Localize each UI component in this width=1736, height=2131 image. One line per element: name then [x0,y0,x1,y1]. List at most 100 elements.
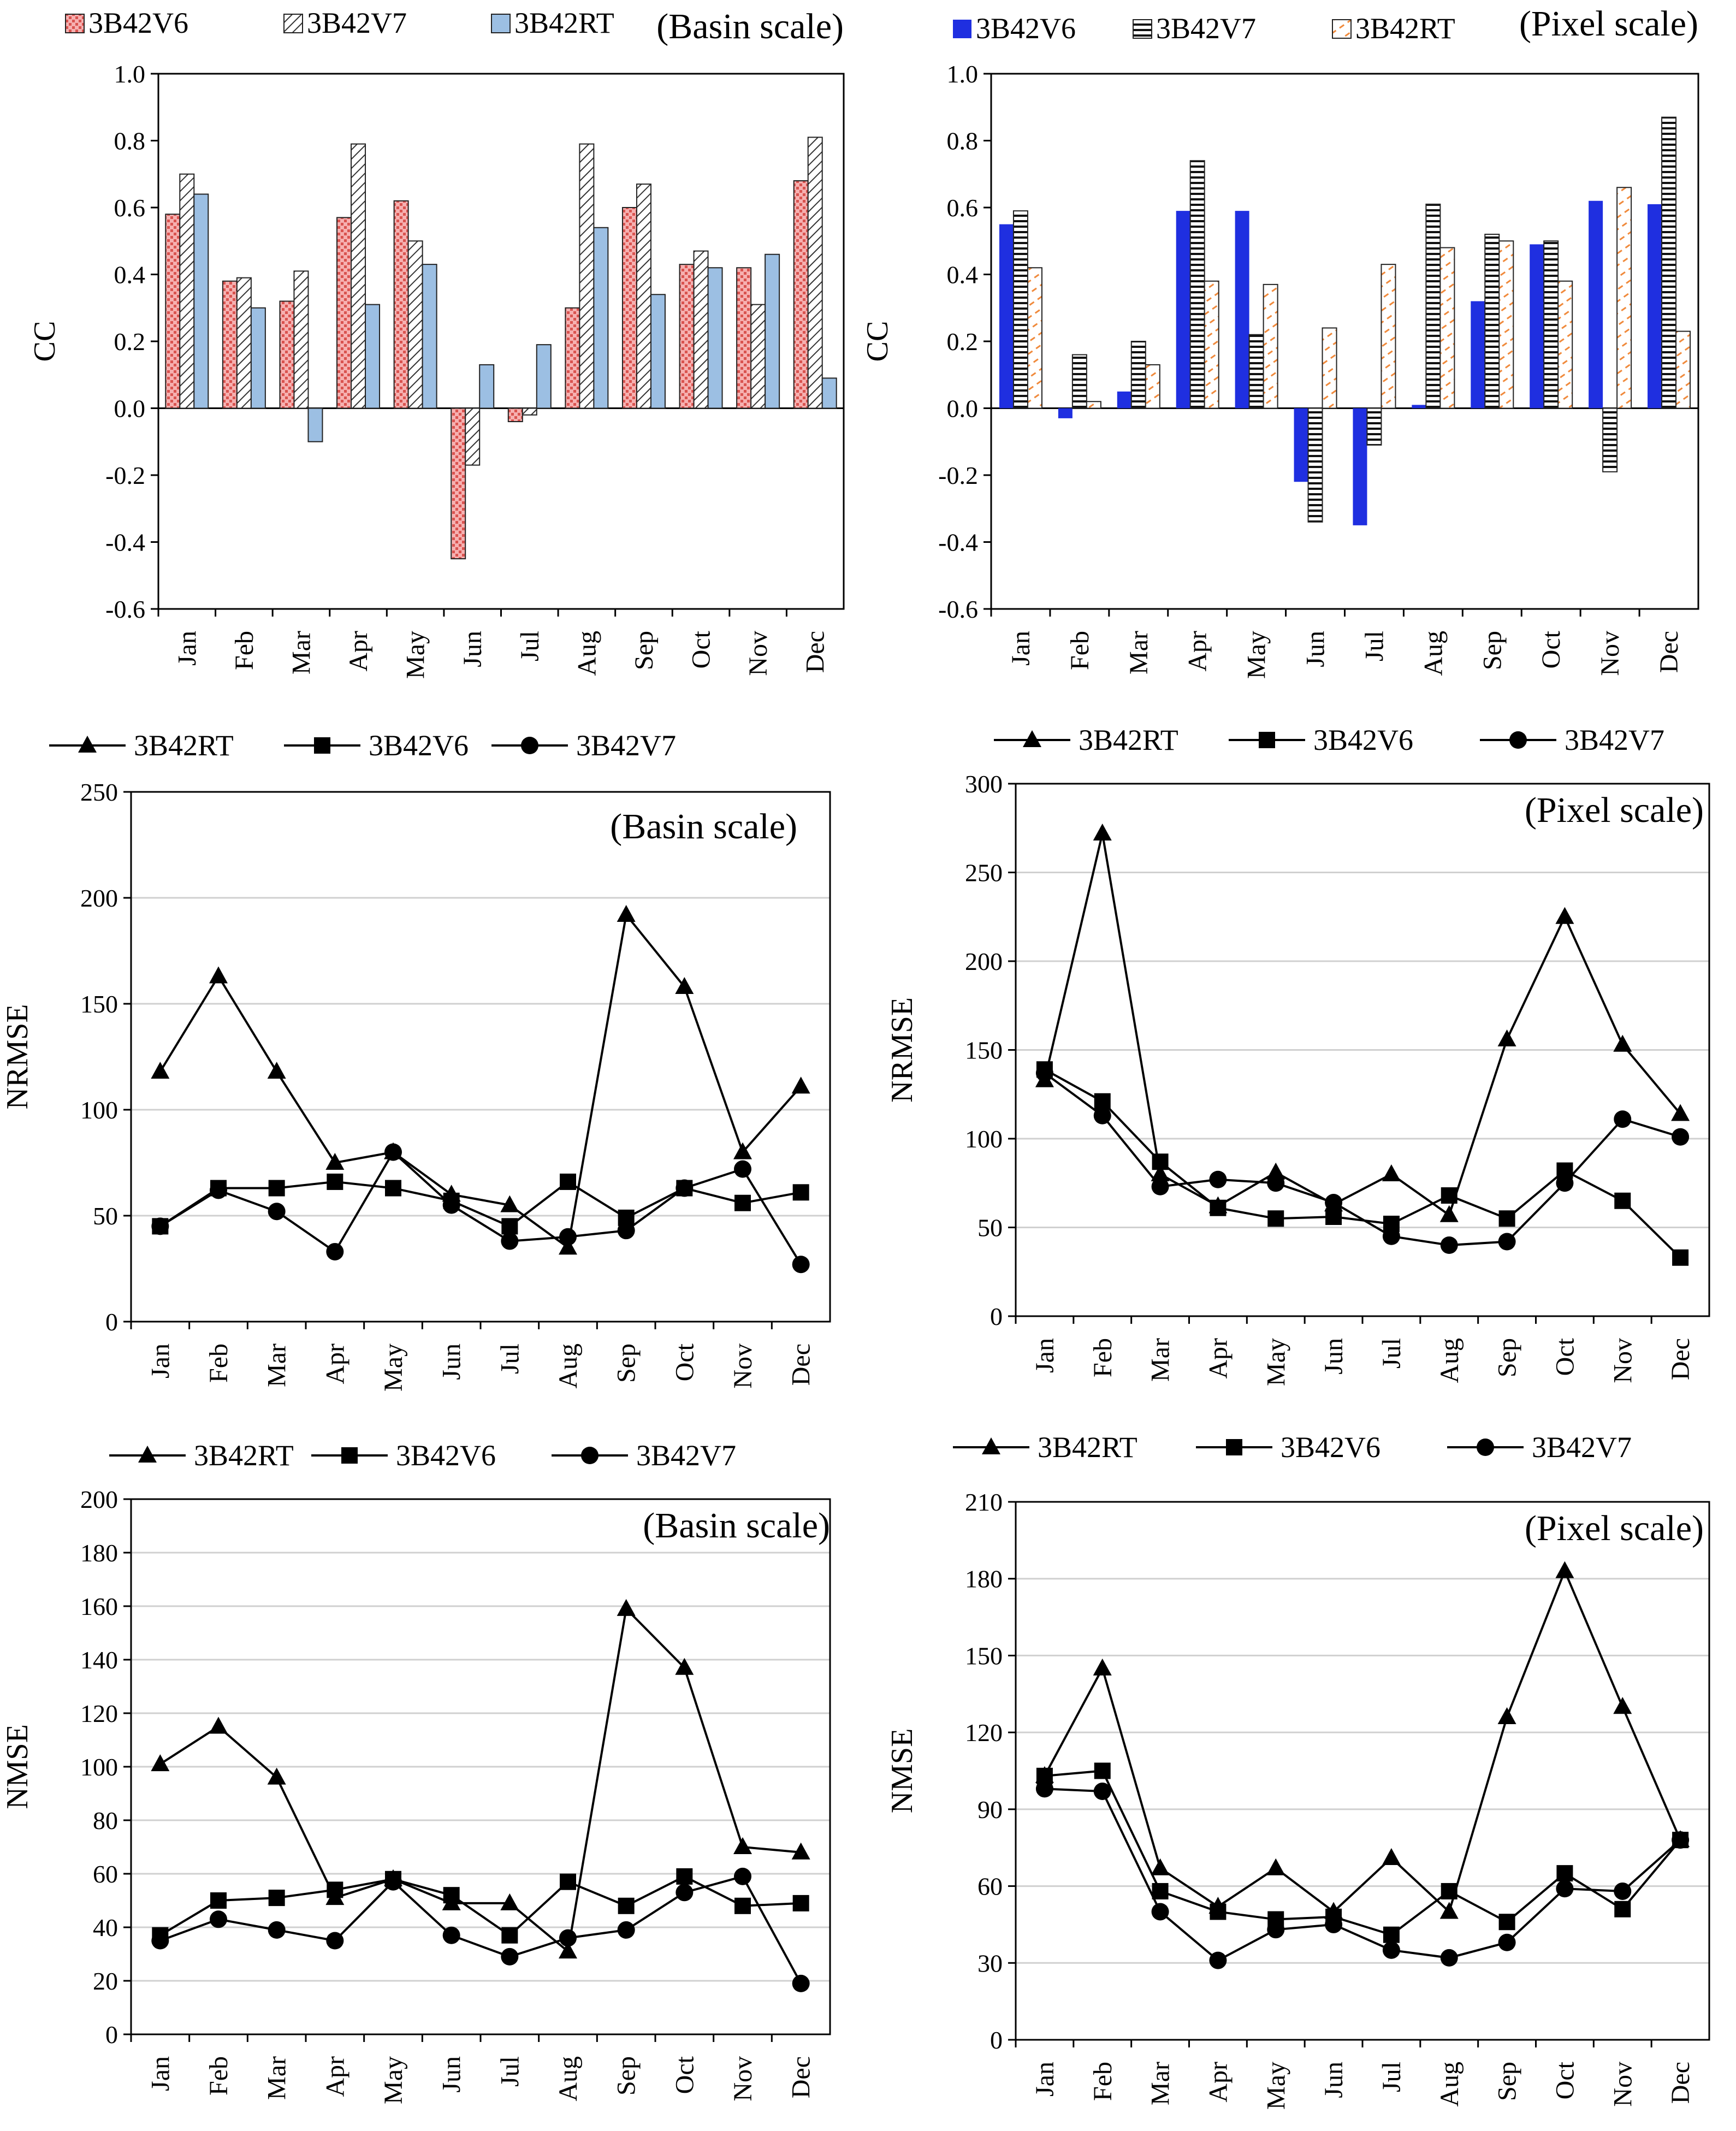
marker-3b42rt-jan [151,1062,170,1079]
legend-marker-3b42rt [78,736,97,753]
bar-3b42v6-sep [1471,301,1485,409]
marker-3b42v6-jul [501,1218,518,1235]
y-tick-label: 1.0 [114,60,146,88]
x-tick-label: Feb [1088,1338,1117,1377]
bar-3b42v6-jul [507,407,523,422]
marker-3b42v6-may [385,1180,401,1197]
marker-3b42rt-feb [1093,824,1112,840]
y-tick-label: 120 [965,1719,1003,1747]
marker-3b42rt-feb [209,1716,228,1734]
bar-3b42rt-oct [707,267,723,409]
marker-3b42rt-oct [1555,907,1574,924]
marker-3b42v7-oct [676,1884,694,1902]
marker-3b42rt-jul [500,1195,519,1212]
legend-swatch-3b42rt [1332,19,1352,39]
legend-marker-3b42rt [1023,730,1041,747]
y-tick-label: 0 [990,2026,1003,2054]
x-tick-label: Sep [1478,631,1507,670]
line-3b42v6 [1044,1769,1681,1936]
marker-3b42v7-jul [501,1232,519,1250]
marker-3b42v6-apr [327,1173,343,1190]
x-tick-label: Dec [801,631,830,673]
marker-3b42v6-apr [1210,1903,1227,1920]
y-tick-label: 0 [105,1308,118,1336]
marker-3b42v7-nov [734,1160,751,1178]
x-tick-label: Mar [1146,2062,1175,2105]
marker-3b42rt-mar [1151,1164,1170,1181]
marker-3b42rt-aug [559,1238,577,1255]
bar-3b42rt-jul [1380,264,1396,409]
marker-3b42v6-nov [1614,1192,1631,1209]
x-tick-label: Nov [728,2056,757,2102]
marker-3b42v6-nov [734,1897,751,1914]
x-tick-label: Aug [554,2056,583,2102]
marker-3b42rt-sep [1497,1029,1516,1046]
y-tick-label: -0.6 [938,595,978,623]
bar-3b42rt-jan [1027,267,1042,409]
scale-annotation: (Basin scale) [643,1506,830,1546]
marker-3b42v7-feb [210,1181,227,1199]
bar-3b42rt-feb [1086,401,1101,409]
marker-3b42rt-nov [1613,1697,1632,1714]
bar-3b42v7-apr [1189,160,1205,409]
legend-label-3b42v7: 3B42V7 [1156,12,1256,45]
marker-3b42v7-dec [1672,1831,1690,1849]
marker-3b42rt-may [1266,1858,1285,1875]
y-tick-label: 100 [80,1753,118,1781]
y-tick-label: 150 [80,990,118,1018]
x-tick-label: Oct [1550,1337,1579,1376]
legend-label-3b42v6: 3B42V6 [1281,1431,1380,1464]
legend-label-3b42v6: 3B42V6 [1313,724,1413,756]
marker-3b42v7-jan [151,1932,169,1950]
line-3b42v6 [159,1180,802,1228]
x-tick-label: Nov [728,1343,757,1389]
bar-3b42v7-jun [465,407,481,466]
marker-3b42rt-feb [1093,1658,1112,1676]
legend-label-3b42v6: 3B42V6 [976,12,1076,45]
marker-3b42v6-jun [443,1887,460,1904]
y-tick-label: 250 [965,859,1003,887]
y-tick-label: 0.2 [114,328,146,356]
x-tick-label: Jan [146,2056,175,2091]
x-tick-label: Jun [1301,631,1330,667]
marker-3b42v7-mar [268,1921,286,1939]
marker-3b42v7-oct [1556,1174,1574,1192]
legend-label-3b42rt: 3B42RT [1038,1431,1137,1464]
marker-3b42v7-dec [792,1974,810,1992]
x-tick-label: Aug [1435,2062,1464,2107]
x-tick-label: Nov [1608,2062,1637,2107]
bar-3b42rt-dec [821,377,837,409]
marker-3b42v6-dec [1672,1249,1689,1266]
marker-3b42rt-mar [267,1767,286,1785]
legend-swatch-3b42v6 [65,14,85,33]
marker-3b42v7-aug [1440,1236,1458,1254]
line-3b42rt [159,1606,801,1954]
marker-3b42v6-apr [327,1881,343,1898]
marker-3b42v7-jun [442,1926,460,1944]
legend-marker-3b42v7 [1509,731,1527,749]
marker-3b42v7-aug [559,1929,577,1947]
y-tick-label: 150 [965,1037,1003,1064]
x-tick-label: May [1261,2062,1290,2110]
bar-3b42rt-jul [536,344,552,409]
bar-3b42rt-jun [479,364,495,409]
bar-3b42rt-jun [1322,327,1337,409]
bar-3b42rt-mar [1145,364,1160,409]
scale-annotation: (Pixel scale) [1519,4,1698,44]
marker-3b42rt-dec [791,1076,810,1094]
legend-swatch-3b42v6 [953,20,971,38]
marker-3b42rt-jul [500,1893,519,1910]
x-tick-label: Jun [437,2056,466,2093]
y-tick-label: 0.8 [114,127,146,155]
bar-3b42v7-oct [1543,240,1559,409]
marker-3b42v6-apr [1210,1199,1227,1216]
x-tick-label: Jul [1377,1338,1406,1369]
bar-3b42v7-sep [636,183,651,409]
bar-3b42rt-apr [365,304,381,409]
bar-3b42v6-jul [1353,408,1367,525]
y-tick-label: 60 [93,1860,118,1888]
x-tick-label: Oct [1537,630,1566,668]
legend-label-3b42v7: 3B42V7 [307,7,407,39]
bar-3b42v6-jan [999,224,1014,409]
legend-label-3b42v7: 3B42V7 [1565,724,1664,756]
